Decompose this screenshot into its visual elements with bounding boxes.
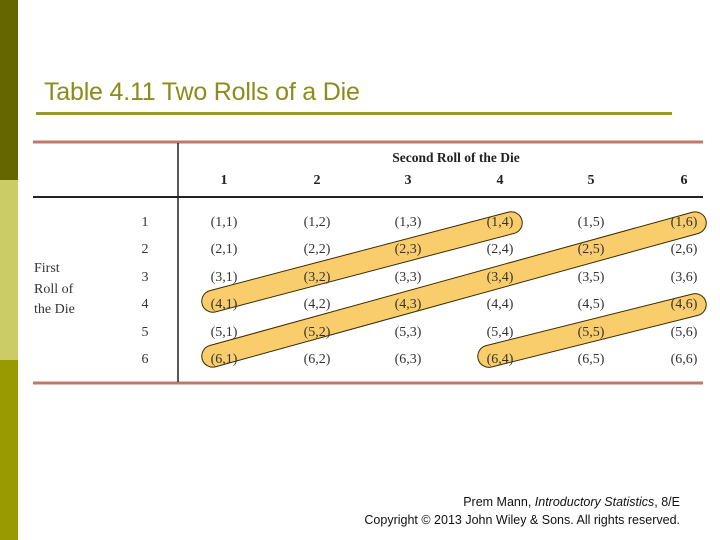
table-cell: (5,2) [304,325,331,340]
citation-edition: , 8/E [654,495,680,509]
table-cell: (2,5) [578,242,605,257]
table-cell: (5,4) [487,325,514,340]
table-cell: (4,6) [671,297,698,312]
table-cell: (1,1) [211,215,238,230]
table-cell: (3,2) [304,270,331,285]
table-cell: (6,6) [671,352,698,367]
row-headers: 1 2 3 4 5 6 [142,215,149,367]
column-headers: 1 2 3 4 5 6 [221,173,688,188]
table-cell: (3,4) [487,270,514,285]
column-header: 6 [681,173,688,188]
table-cell: (4,4) [487,297,514,312]
citation-author: Prem Mann, [463,495,535,509]
table-cell: (2,4) [487,242,514,257]
table-cell: (6,5) [578,352,605,367]
column-header: 2 [314,173,321,188]
row-header: 2 [142,242,149,257]
column-header: 5 [588,173,595,188]
column-header: 1 [221,173,228,188]
column-group-header: Second Roll of the Die [392,150,520,165]
row-header: 6 [142,352,149,367]
table-cell: (6,2) [304,352,331,367]
row-group-header-line: First [34,261,60,276]
table-cell: (1,4) [487,215,514,230]
table-cell: (2,3) [395,242,422,257]
table-cell: (3,3) [395,270,422,285]
slide-title: Table 4.11 Two Rolls of a Die [44,78,360,106]
table-cell: (2,1) [211,242,238,257]
table-cell: (4,3) [395,297,422,312]
left-accent-bar-middle [0,180,18,360]
table-cell: (6,4) [487,352,514,367]
column-header: 4 [497,173,504,188]
table-cell: (1,2) [304,215,331,230]
table-cell: (6,1) [211,352,238,367]
slide-footer: Prem Mann, Introductory Statistics, 8/E … [364,493,680,529]
highlight-band [201,211,707,368]
left-accent-bar-top [0,0,18,180]
table-cell: (1,5) [578,215,605,230]
highlight-bands [201,211,707,368]
table-cell: (4,2) [304,297,331,312]
row-header: 1 [142,215,149,230]
title-underline [36,112,672,115]
table-cells: (1,1) (1,2) (1,3) (1,4) (1,5) (1,6) (2,1) (2,2)… [211,215,698,367]
citation-book-title: Introductory Statistics [534,495,655,509]
table-cell: (1,3) [395,215,422,230]
citation-line: Prem Mann, Introductory Statistics, 8/E [364,493,680,511]
row-group-header: First Roll of the Die [34,259,75,321]
table-cell: (3,1) [211,270,238,285]
column-header: 3 [405,173,412,188]
left-accent-bar-bottom [0,360,18,540]
table-cell: (3,6) [671,270,698,285]
table-cell: (5,3) [395,325,422,340]
table-cell: (3,5) [578,270,605,285]
table-cell: (6,3) [395,352,422,367]
table-cell: (4,1) [211,297,238,312]
table-cell: (5,5) [578,325,605,340]
row-group-header-line: Roll of [34,281,74,297]
row-header: 3 [142,270,149,285]
table-cell: (5,6) [671,325,698,340]
table-cell: (1,6) [671,215,698,230]
row-header: 5 [142,325,149,340]
table-cell: (5,1) [211,325,238,340]
highlight-band [477,293,707,368]
row-header: 4 [142,297,149,312]
copyright-line: Copyright © 2013 John Wiley & Sons. All … [364,513,680,527]
highlight-band [201,211,523,313]
table-cell: (4,5) [578,297,605,312]
table-cell: (2,6) [671,242,698,257]
table-cell: (2,2) [304,242,331,257]
row-group-header-line: the Die [34,302,75,317]
